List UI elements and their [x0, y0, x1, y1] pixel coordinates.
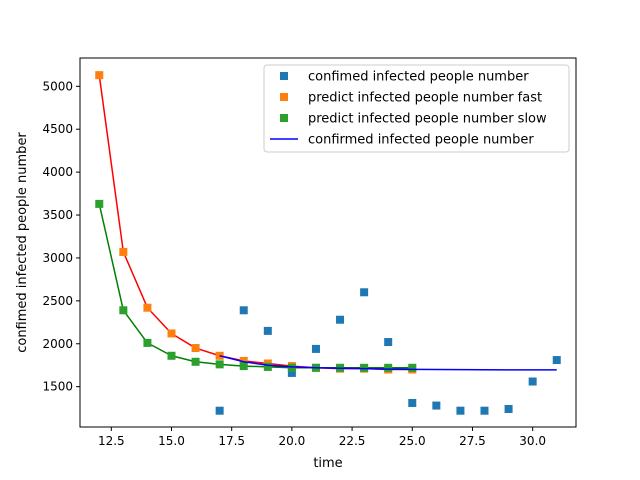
data-point [191, 357, 200, 366]
axes: 12.5 15.0 17.5 20.0 22.5 25.0 27.5 30.0 1500 2000… [15, 57, 577, 471]
y-tick-label: 3000 [42, 251, 73, 265]
data-point [143, 303, 152, 312]
data-point [191, 344, 200, 353]
legend-marker-swatch [280, 93, 288, 101]
data-point [456, 406, 465, 415]
legend-marker-swatch [280, 114, 288, 122]
data-point [384, 338, 393, 347]
data-point [239, 362, 248, 371]
data-point [143, 338, 152, 347]
x-tick-label: 17.5 [218, 434, 245, 448]
y-tick-label: 2500 [42, 294, 73, 308]
legend-entry: predict infected people number fast [280, 91, 542, 106]
legend-entry: confimed infected people number [280, 70, 529, 85]
data-point [287, 363, 296, 372]
data-point [215, 360, 224, 369]
data-point [360, 288, 369, 297]
x-tick-label: 30.0 [519, 434, 546, 448]
x-axis-label: time [313, 456, 342, 471]
legend-box [263, 64, 570, 153]
x-tick-label: 22.5 [339, 434, 366, 448]
legend-label: predict infected people number fast [308, 91, 542, 106]
data-point [311, 344, 320, 353]
data-point [480, 406, 489, 415]
legend-label: confirmed infected people number [308, 133, 534, 148]
data-point [552, 356, 561, 365]
data-point [408, 363, 417, 372]
data-point [263, 362, 272, 371]
y-axis-label: confimed infected people number [15, 132, 30, 353]
data-point [408, 398, 417, 407]
data-point [167, 329, 176, 338]
y-tick-label: 4500 [42, 122, 73, 136]
x-tick-label: 27.5 [459, 434, 486, 448]
data-point [167, 351, 176, 360]
y-tick-label: 4000 [42, 165, 73, 179]
data-point [215, 406, 224, 415]
y-tick-label: 5000 [42, 79, 73, 93]
data-point [95, 71, 104, 80]
data-point [95, 199, 104, 208]
x-tick-label: 20.0 [279, 434, 306, 448]
data-point [384, 363, 393, 372]
legend: confimed infected people number predict i… [263, 64, 570, 153]
data-point [528, 377, 537, 386]
series-3-line [219, 355, 557, 371]
x-tick-label: 15.0 [158, 434, 185, 448]
legend-marker-swatch [280, 72, 288, 80]
legend-label: confimed infected people number [308, 70, 529, 85]
legend-label: predict infected people number slow [308, 112, 547, 127]
data-point [263, 326, 272, 335]
data-point [432, 401, 441, 410]
series-0-markers [215, 288, 561, 415]
y-tick-label: 3500 [42, 208, 73, 222]
data-point [239, 356, 248, 365]
y-tick-label: 2000 [42, 337, 73, 351]
axes-frame [79, 57, 577, 428]
series-2-markers [95, 199, 417, 372]
data-point [119, 306, 128, 315]
series-2-line [98, 203, 413, 369]
plot-area [95, 71, 561, 415]
y-tick-label: 1500 [42, 380, 73, 394]
data-point [119, 247, 128, 256]
x-tick-label: 25.0 [399, 434, 426, 448]
data-point [360, 363, 369, 372]
data-point [504, 404, 513, 413]
data-point [239, 306, 248, 315]
legend-entry: confirmed infected people number [270, 133, 534, 148]
data-point [336, 315, 345, 324]
data-point [287, 368, 296, 377]
x-tick-label: 12.5 [98, 434, 125, 448]
legend-entry: predict infected people number slow [280, 112, 547, 127]
